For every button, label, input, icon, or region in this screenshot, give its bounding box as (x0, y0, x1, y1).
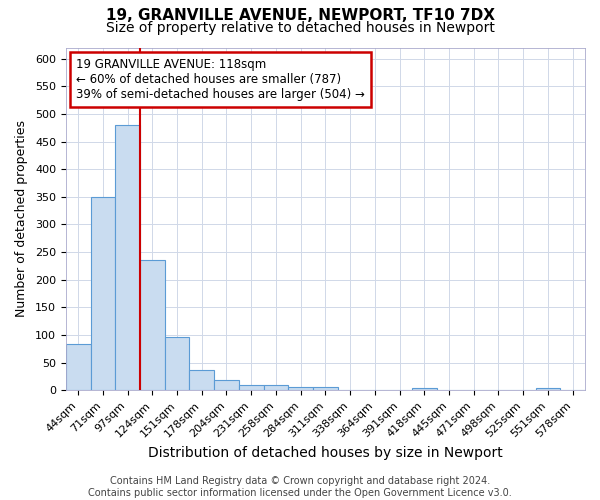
Bar (91, 197, 115, 390)
Y-axis label: Number of detached properties: Number of detached properties (15, 120, 28, 318)
Text: 19 GRANVILLE AVENUE: 118sqm
← 60% of detached houses are smaller (787)
39% of se: 19 GRANVILLE AVENUE: 118sqm ← 60% of det… (76, 58, 365, 101)
Bar (536, 388, 560, 390)
Text: Size of property relative to detached houses in Newport: Size of property relative to detached ho… (106, 21, 494, 35)
Text: Contains HM Land Registry data © Crown copyright and database right 2024.
Contai: Contains HM Land Registry data © Crown c… (88, 476, 512, 498)
Bar (140, 260, 164, 390)
Text: 19, GRANVILLE AVENUE, NEWPORT, TF10 7DX: 19, GRANVILLE AVENUE, NEWPORT, TF10 7DX (106, 8, 494, 22)
Bar (214, 380, 239, 390)
Bar (66, 344, 91, 391)
Bar (263, 386, 289, 390)
Bar (239, 386, 263, 390)
Bar (164, 336, 190, 390)
X-axis label: Distribution of detached houses by size in Newport: Distribution of detached houses by size … (148, 446, 503, 460)
Bar (313, 387, 338, 390)
Bar (190, 370, 214, 390)
Bar (115, 125, 140, 390)
Bar (412, 388, 437, 390)
Bar (289, 387, 313, 390)
